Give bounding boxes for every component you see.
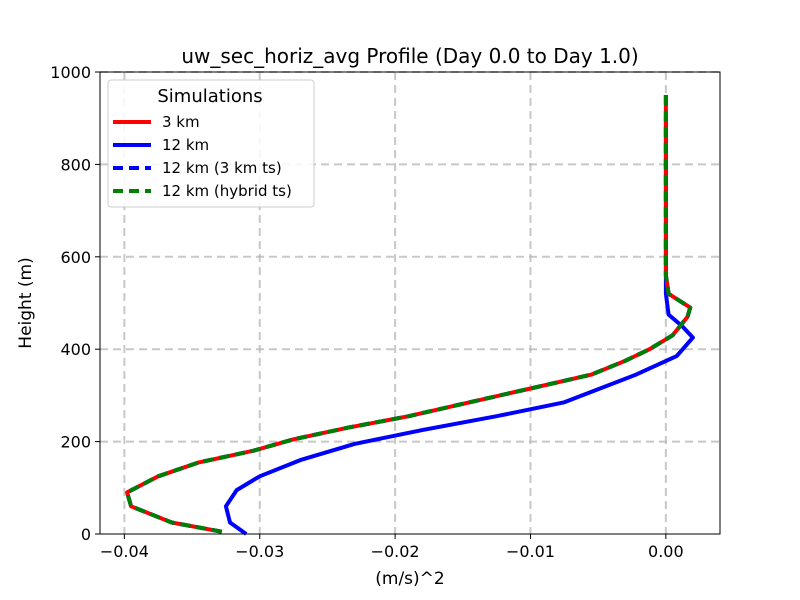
plot-frame	[99, 71, 721, 535]
x-axis-label: (m/s)^2	[375, 569, 444, 589]
y-axis-label: Height (m)	[16, 257, 36, 348]
x-tick-label: 0.00	[648, 542, 684, 561]
legend-title: Simulations	[157, 86, 262, 107]
x-tick-label: −0.01	[506, 542, 555, 561]
y-tick-label: 400	[60, 340, 91, 359]
series-lines	[125, 95, 695, 536]
x-tick-label: −0.03	[235, 542, 284, 561]
y-tick-label: 0	[81, 525, 91, 544]
grid	[100, 71, 720, 534]
x-axis-ticks: −0.04 −0.03 −0.02 −0.01 0.00	[100, 534, 684, 561]
y-tick-label: 600	[60, 248, 91, 267]
legend-box	[107, 79, 315, 208]
series-line-3	[125, 95, 693, 534]
legend-label-1: 12 km	[162, 136, 209, 154]
y-tick-label: 1000	[50, 63, 91, 82]
y-axis-ticks: 0 200 400 600 800 1000	[50, 63, 100, 544]
y-tick-label: 800	[60, 155, 91, 174]
legend-label-2: 12 km (3 km ts)	[162, 159, 282, 177]
y-tick-label: 200	[60, 433, 91, 452]
legend-label-0: 3 km	[162, 113, 200, 131]
legend: Simulations 3 km 12 km 12 km (3 km ts) 12 k…	[107, 79, 315, 208]
x-tick-label: −0.04	[100, 542, 149, 561]
chart-title: uw_sec_horiz_avg Profile (Day 0.0 to Day…	[181, 44, 638, 68]
x-tick-label: −0.02	[371, 542, 420, 561]
legend-label-3: 12 km (hybrid ts)	[162, 182, 292, 200]
